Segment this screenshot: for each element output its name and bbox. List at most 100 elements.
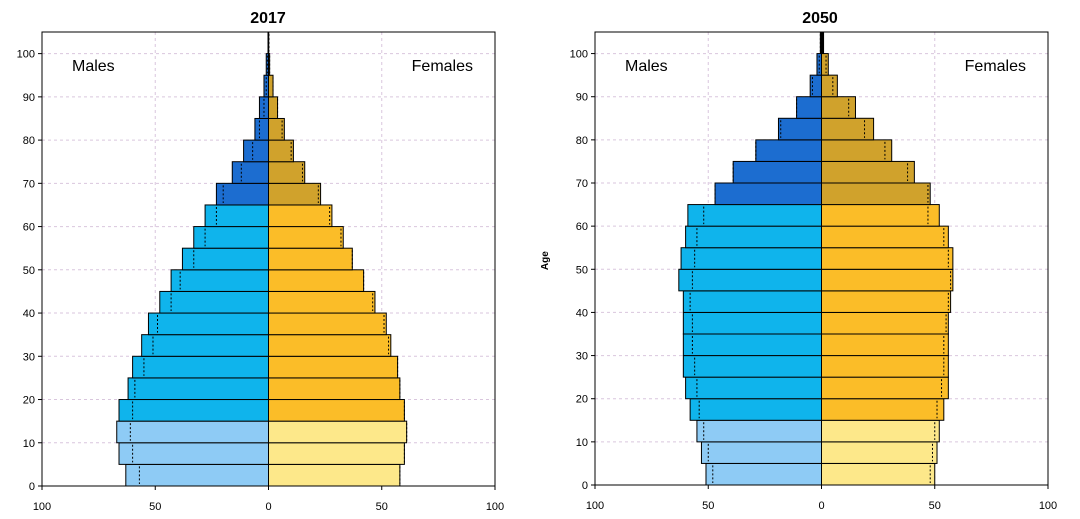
bar-males-60-64 bbox=[687, 204, 822, 227]
bar-females-55-59 bbox=[268, 226, 344, 249]
y-tick-label: 90 bbox=[576, 92, 588, 104]
bar-females-20-24 bbox=[821, 376, 949, 400]
bar-females-90-94 bbox=[268, 74, 274, 98]
y-tick-label: 10 bbox=[23, 438, 35, 450]
x-tick-label: 0 bbox=[818, 500, 824, 512]
pyramid-panel-2017: 0 10 20 30 40 50 60 70 80 90 100 100 50 0 50 100 2017 Mal… bbox=[17, 10, 505, 513]
y-tick-label: 0 bbox=[29, 481, 35, 493]
bar-males-45-49 bbox=[678, 268, 822, 292]
bar-females-85-89 bbox=[268, 96, 279, 119]
bar-males-15-19 bbox=[118, 399, 270, 422]
bar-females-50-54 bbox=[821, 247, 954, 270]
x-tick-label: 0 bbox=[265, 501, 271, 513]
bar-males-75-79 bbox=[243, 139, 270, 163]
y-tick-label: 100 bbox=[17, 49, 35, 61]
bar-females-20-24 bbox=[268, 377, 401, 401]
y-tick-label: 40 bbox=[576, 307, 588, 319]
y-tick-label: 20 bbox=[23, 395, 35, 407]
bar-females-0-4 bbox=[268, 463, 401, 487]
bar-males-25-29 bbox=[682, 355, 823, 378]
bar-males-10-14 bbox=[116, 420, 270, 444]
bar-males-80-84 bbox=[254, 117, 270, 141]
chart-title: 2017 bbox=[250, 10, 286, 27]
x-tick-label: 50 bbox=[929, 500, 941, 512]
bar-males-60-64 bbox=[204, 204, 269, 228]
y-tick-label: 90 bbox=[23, 92, 35, 104]
x-tick-label: 100 bbox=[486, 501, 504, 513]
bar-males-15-19 bbox=[689, 398, 822, 421]
bar-males-40-44 bbox=[682, 290, 823, 313]
bar-males-65-69 bbox=[714, 182, 822, 206]
bar-females-0-4 bbox=[821, 462, 936, 486]
bar-females-65-69 bbox=[268, 182, 322, 206]
y-tick-label: 70 bbox=[576, 178, 588, 190]
bar-males-70-74 bbox=[231, 161, 269, 184]
bar-females-5-9 bbox=[268, 442, 405, 465]
y-tick-label: 20 bbox=[576, 394, 588, 406]
bar-males-5-9 bbox=[118, 442, 270, 465]
bar-females-30-34 bbox=[821, 333, 949, 357]
bar-males-35-39 bbox=[682, 311, 823, 335]
y-axis-label: Age bbox=[540, 251, 551, 270]
y-tick-label: 0 bbox=[582, 480, 588, 492]
bar-females-70-74 bbox=[268, 161, 306, 184]
bar-females-75-79 bbox=[821, 139, 893, 162]
bar-females-55-59 bbox=[821, 225, 949, 249]
y-tick-label: 30 bbox=[576, 351, 588, 363]
bar-males-5-9 bbox=[700, 441, 823, 464]
females-label: Females bbox=[412, 58, 473, 75]
x-tick-label: 100 bbox=[33, 501, 51, 513]
bar-females-30-34 bbox=[268, 334, 392, 357]
bar-males-50-54 bbox=[181, 247, 269, 271]
bar-females-60-64 bbox=[821, 204, 940, 227]
males-label: Males bbox=[625, 58, 668, 75]
y-tick-label: 60 bbox=[576, 221, 588, 233]
y-tick-label: 100 bbox=[570, 49, 588, 61]
bar-males-0-4 bbox=[705, 462, 822, 486]
chart-title: 2050 bbox=[802, 10, 838, 27]
bar-males-30-34 bbox=[141, 334, 269, 357]
bar-females-60-64 bbox=[268, 204, 333, 228]
y-tick-label: 30 bbox=[23, 351, 35, 363]
bar-males-30-34 bbox=[682, 333, 823, 357]
x-tick-label: 100 bbox=[586, 500, 604, 512]
bar-males-20-24 bbox=[685, 376, 822, 400]
bar-females-50-54 bbox=[268, 247, 353, 271]
y-tick-label: 80 bbox=[23, 135, 35, 147]
bar-males-20-24 bbox=[127, 377, 269, 401]
bar-males-65-69 bbox=[215, 182, 269, 206]
bar-females-15-19 bbox=[821, 398, 945, 421]
bar-females-70-74 bbox=[821, 160, 915, 184]
bar-males-10-14 bbox=[696, 419, 822, 443]
bar-females-45-49 bbox=[821, 268, 954, 292]
bar-females-35-39 bbox=[268, 312, 387, 336]
bar-males-25-29 bbox=[132, 355, 269, 379]
x-tick-label: 50 bbox=[149, 501, 161, 513]
y-tick-label: 60 bbox=[23, 222, 35, 234]
bar-males-75-79 bbox=[755, 139, 822, 162]
y-tick-label: 80 bbox=[576, 135, 588, 147]
bar-males-90-94 bbox=[809, 74, 822, 98]
bar-females-10-14 bbox=[821, 419, 940, 443]
bar-females-85-89 bbox=[821, 96, 856, 119]
bar-females-10-14 bbox=[268, 420, 408, 444]
males-label: Males bbox=[72, 58, 115, 75]
x-tick-label: 50 bbox=[376, 501, 388, 513]
y-tick-label: 40 bbox=[23, 308, 35, 320]
bar-males-45-49 bbox=[170, 269, 269, 292]
bar-males-70-74 bbox=[732, 160, 822, 184]
bar-males-85-89 bbox=[796, 96, 823, 119]
bar-males-35-39 bbox=[147, 312, 269, 336]
y-tick-label: 50 bbox=[576, 264, 588, 276]
bar-males-50-54 bbox=[680, 247, 822, 270]
bar-females-90-94 bbox=[821, 74, 838, 98]
x-tick-label: 50 bbox=[702, 500, 714, 512]
bar-females-45-49 bbox=[268, 269, 365, 292]
bar-males-80-84 bbox=[777, 117, 823, 141]
y-tick-label: 70 bbox=[23, 178, 35, 190]
bar-females-65-69 bbox=[821, 182, 931, 206]
bar-females-40-44 bbox=[268, 290, 376, 314]
bar-females-80-84 bbox=[821, 117, 875, 141]
y-tick-label: 10 bbox=[576, 437, 588, 449]
